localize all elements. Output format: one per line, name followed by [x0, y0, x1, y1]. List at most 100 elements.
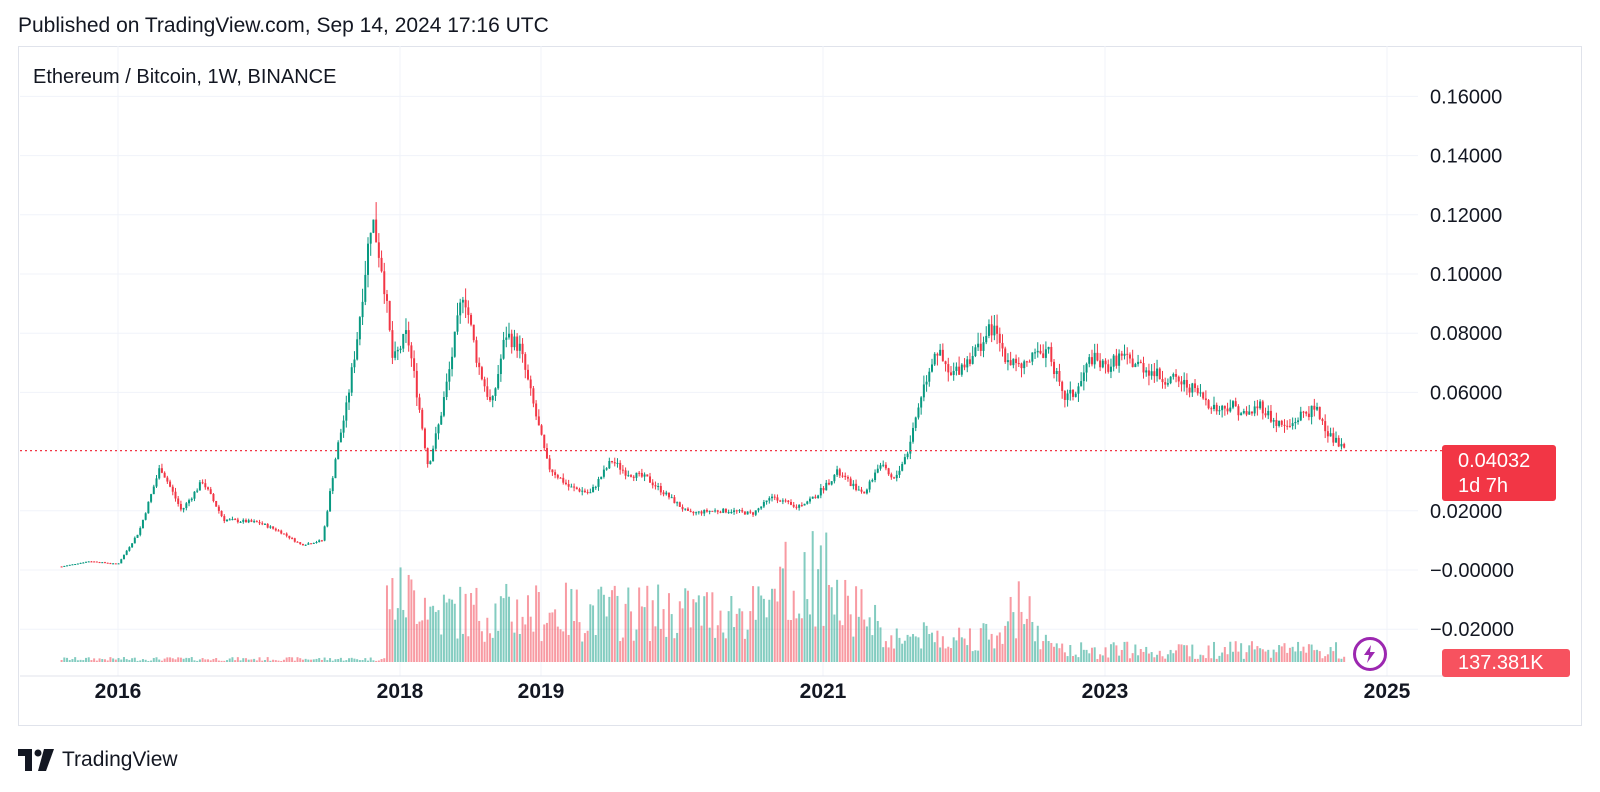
candle-body [627, 475, 630, 477]
candle-body [808, 498, 811, 502]
lightning-icon[interactable] [1353, 637, 1387, 671]
candle-body [692, 511, 695, 514]
candle-body [1210, 408, 1213, 410]
candle-body [312, 542, 315, 544]
candle-body [1112, 355, 1115, 367]
volume-bar [993, 648, 996, 662]
volume-bar [808, 614, 811, 662]
candle-body [320, 540, 323, 542]
volume-bar [1036, 625, 1039, 662]
volume-bar [483, 641, 486, 662]
candle-body [521, 343, 524, 355]
candle-body [101, 562, 104, 564]
candle-body [277, 530, 280, 532]
candle-body [1090, 357, 1093, 365]
volume-bar [207, 659, 210, 662]
candle-body [171, 486, 174, 492]
candle-body [150, 494, 153, 502]
volume-bar [380, 659, 383, 662]
volume-bar [1131, 653, 1134, 662]
candle-body [106, 562, 109, 564]
candle-body [1248, 411, 1251, 415]
candle-body [752, 512, 755, 515]
candle-body [367, 243, 370, 275]
volume-bar [665, 636, 668, 662]
candle-body [1302, 411, 1305, 413]
candle-body [974, 347, 977, 357]
candle-body [1305, 412, 1308, 414]
volume-bar [513, 632, 516, 662]
candle-body [377, 242, 380, 258]
candle-body [898, 470, 901, 475]
volume-bar [383, 658, 386, 662]
candle-body [261, 523, 264, 525]
volume-bar [635, 629, 638, 662]
candle-body [480, 367, 483, 380]
candle-body [93, 561, 96, 563]
candle-body [532, 388, 535, 404]
candle-body [578, 489, 581, 492]
volume-bar [1234, 641, 1237, 662]
volume-bar [1310, 644, 1313, 662]
chart-frame[interactable] [18, 46, 1582, 726]
volume-bar [128, 659, 131, 662]
candle-body [594, 486, 597, 488]
volume-bar [437, 610, 440, 662]
candle-body [1313, 405, 1316, 410]
volume-bar [1307, 644, 1310, 662]
volume-bar [261, 660, 264, 662]
candle-body [906, 453, 909, 458]
volume-bar [453, 603, 456, 662]
volume-bar [630, 611, 633, 662]
volume-bar [1240, 643, 1243, 662]
candle-body [288, 535, 291, 539]
candle-body [296, 541, 299, 543]
volume-bar [1058, 648, 1061, 662]
volume-bar [958, 627, 961, 662]
candle-body [1329, 433, 1332, 437]
candle-body [198, 482, 201, 491]
candle-body [714, 510, 717, 512]
volume-bar [1006, 621, 1009, 662]
candle-body [489, 396, 492, 401]
volume-bar [833, 614, 836, 662]
candle-body [724, 508, 727, 513]
candle-body [589, 492, 592, 494]
volume-bar [575, 589, 578, 662]
candle-body [272, 526, 275, 529]
volume-bar [299, 658, 302, 662]
volume-bar [540, 641, 543, 662]
volume-bar [857, 616, 860, 662]
volume-bar [611, 590, 614, 662]
volume-bar [1147, 653, 1150, 662]
volume-bar [1077, 657, 1080, 662]
candle-body [1286, 425, 1289, 427]
brand-name: TradingView [62, 748, 178, 771]
volume-bar [990, 633, 993, 662]
volume-bar [676, 632, 679, 662]
volume-bar [220, 660, 223, 662]
volume-bar [304, 658, 307, 662]
volume-bar [971, 651, 974, 662]
candle-body [404, 330, 407, 334]
candle-body [1107, 364, 1110, 372]
candle-body [1177, 376, 1180, 382]
volume-bar [518, 633, 521, 662]
volume-bar [1335, 642, 1338, 662]
candle-body [719, 511, 722, 513]
volume-bar [982, 623, 985, 662]
candle-body [1280, 420, 1283, 425]
candle-body [1204, 398, 1207, 401]
candle-body [68, 564, 71, 566]
candle-body [895, 474, 898, 479]
candle-body [1326, 431, 1329, 437]
candle-body [459, 302, 462, 316]
tradingview-brand[interactable]: TradingView [18, 748, 178, 772]
candle-body [960, 364, 963, 375]
candle-body [865, 489, 868, 494]
volume-bar [429, 606, 432, 662]
candle-body [1126, 353, 1129, 355]
volume-bar [922, 622, 925, 662]
volume-bar [209, 660, 212, 662]
